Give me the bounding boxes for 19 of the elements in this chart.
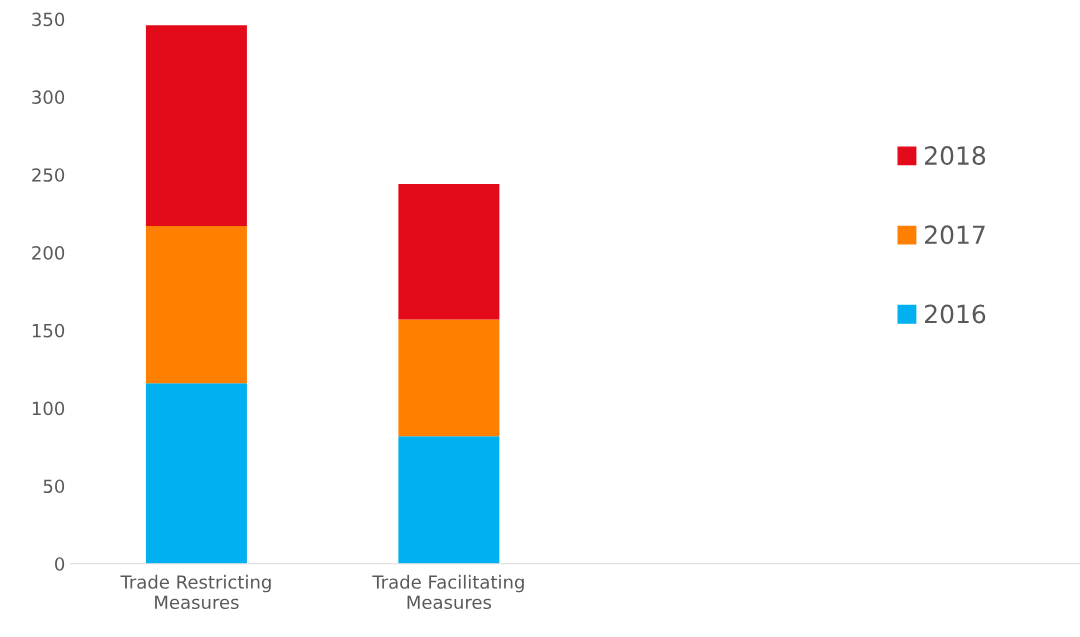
- y-tick-label: 350: [32, 12, 65, 27]
- bar: [145, 383, 247, 564]
- y-tick-label: 100: [32, 401, 65, 416]
- bar: [398, 319, 500, 437]
- x-tick-label: Trade Restricting Measures: [120, 574, 271, 610]
- bar: [398, 184, 500, 320]
- y-tick-label: 0: [55, 557, 65, 571]
- bar: [398, 436, 500, 564]
- y-tick-label: 50: [43, 479, 65, 494]
- bar: [145, 25, 247, 227]
- y-tick-label: 300: [32, 90, 65, 105]
- legend-label: 2018: [925, 146, 986, 166]
- legend-label: 2016: [925, 304, 986, 324]
- legend-label: 2017: [925, 225, 985, 245]
- y-tick-label: 200: [32, 245, 65, 260]
- y-tick-label: 150: [32, 323, 65, 338]
- y-tick-label: 250: [32, 168, 65, 182]
- x-tick-label: Trade Facilitating Measures: [372, 574, 524, 610]
- bar: [145, 226, 247, 384]
